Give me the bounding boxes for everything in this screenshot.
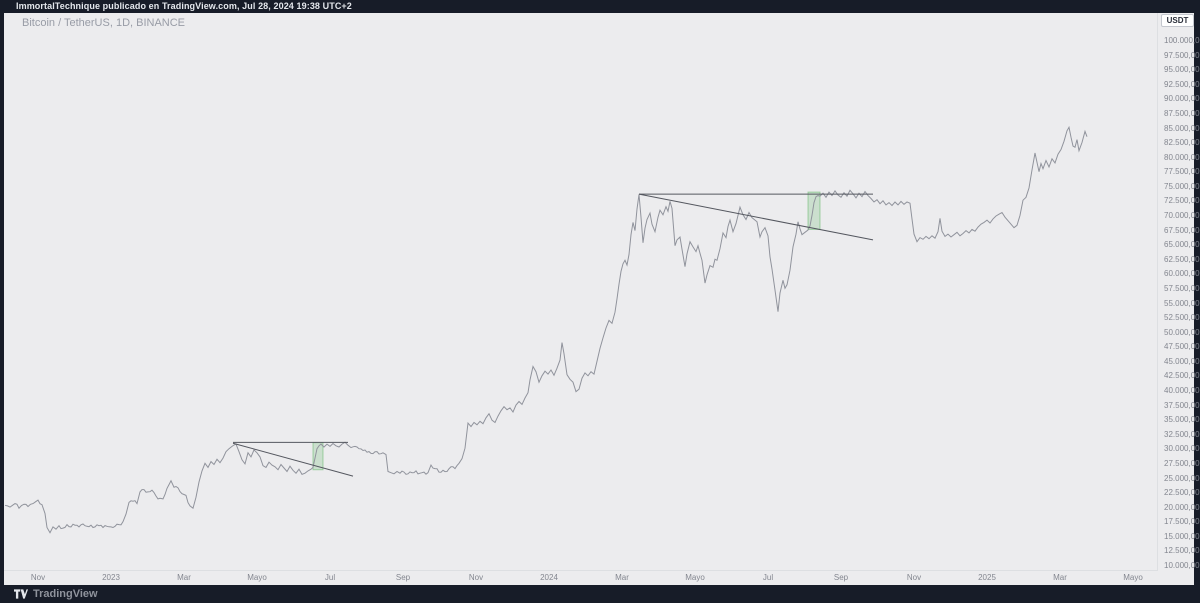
time-axis-label: Mar: [177, 573, 191, 582]
price-axis-label: 52.500,00: [1164, 313, 1200, 323]
price-axis-label: 82.500,00: [1164, 138, 1200, 148]
time-axis-label: Nov: [468, 573, 484, 582]
price-axis-label: 27.500,00: [1164, 458, 1200, 468]
time-axis-label: Mayo: [685, 573, 705, 582]
price-axis-label: 67.500,00: [1164, 225, 1200, 235]
price-axis-label: 25.000,00: [1164, 473, 1200, 483]
price-axis-label: 50.000,00: [1164, 327, 1200, 337]
price-axis-label: 92.500,00: [1164, 79, 1200, 89]
price-axis-label: 32.500,00: [1164, 429, 1200, 439]
price-axis-label: 17.500,00: [1164, 517, 1200, 527]
price-axis-label: 75.000,00: [1164, 181, 1200, 191]
price-axis-label: 45.000,00: [1164, 356, 1200, 366]
footer-bar: TradingView: [0, 585, 1200, 603]
time-axis-label: Jul: [324, 573, 336, 582]
time-axis-label: 2024: [540, 573, 558, 582]
chart-legend: Bitcoin / TetherUS, 1D, BINANCE: [22, 17, 186, 29]
time-axis-label: Mayo: [1123, 573, 1143, 582]
price-axis-label: 42.500,00: [1164, 371, 1200, 381]
chart-card: [4, 13, 1194, 585]
descending-trendline[interactable]: [638, 193, 874, 241]
tradingview-label: TradingView: [33, 588, 98, 600]
price-axis-label: 30.000,00: [1164, 444, 1200, 454]
price-axis-label: 20.000,00: [1164, 502, 1200, 512]
price-axis-label: 40.000,00: [1164, 386, 1200, 395]
price-axis-label: 35.000,00: [1164, 415, 1200, 425]
tradingview-logo-link[interactable]: TradingView: [14, 587, 98, 601]
breakout-zone: [807, 191, 821, 230]
price-axis-label: 55.000,00: [1164, 298, 1200, 308]
time-axis-label: 2023: [102, 573, 120, 582]
tradingview-icon: [14, 589, 28, 599]
price-axis-label: 65.000,00: [1164, 240, 1200, 250]
time-axis-label: Sep: [395, 573, 411, 582]
price-axis-label: 60.000,00: [1164, 269, 1200, 279]
descending-trendline[interactable]: [232, 442, 354, 477]
price-axis-label: 70.000,00: [1164, 211, 1200, 220]
price-axis-separator: [1157, 13, 1158, 571]
time-axis-label: Mar: [615, 573, 629, 582]
price-axis-label: 10.000,00: [1164, 561, 1200, 570]
price-axis-label: 72.500,00: [1164, 196, 1200, 206]
attribution-text: ImmortalTechnique publicado en TradingVi…: [16, 1, 352, 11]
price-axis-label: 95.000,00: [1164, 65, 1200, 75]
time-axis-label: Mayo: [247, 573, 267, 582]
time-axis-label: 2025: [978, 573, 996, 582]
price-axis-label: 100.000,00: [1164, 36, 1200, 45]
price-axis-label: 85.000,00: [1164, 123, 1200, 133]
time-axis-label: Nov: [30, 573, 46, 582]
price-axis-label: 80.000,00: [1164, 152, 1200, 162]
price-axis-label: 90.000,00: [1164, 94, 1200, 104]
price-axis-label: 15.000,00: [1164, 531, 1200, 541]
time-axis-label: Mar: [1053, 573, 1067, 582]
price-axis-label: 62.500,00: [1164, 254, 1200, 264]
price-axis-label: 12.500,00: [1164, 546, 1200, 556]
price-axis-label: 87.500,00: [1164, 108, 1200, 118]
price-axis-label: 77.500,00: [1164, 167, 1200, 177]
price-axis-label: 47.500,00: [1164, 342, 1200, 352]
currency-toggle-button[interactable]: USDT: [1161, 14, 1194, 27]
price-line-series: [4, 125, 1088, 534]
price-axis-label: 97.500,00: [1164, 50, 1200, 60]
time-axis-label: Sep: [833, 573, 849, 582]
price-axis-label: 57.500,00: [1164, 283, 1200, 293]
time-axis-label: Jul: [762, 573, 774, 582]
time-axis-separator: [4, 570, 1158, 571]
time-axis-label: Nov: [906, 573, 922, 582]
price-axis-label: 22.500,00: [1164, 488, 1200, 498]
price-axis-label: 37.500,00: [1164, 400, 1200, 410]
